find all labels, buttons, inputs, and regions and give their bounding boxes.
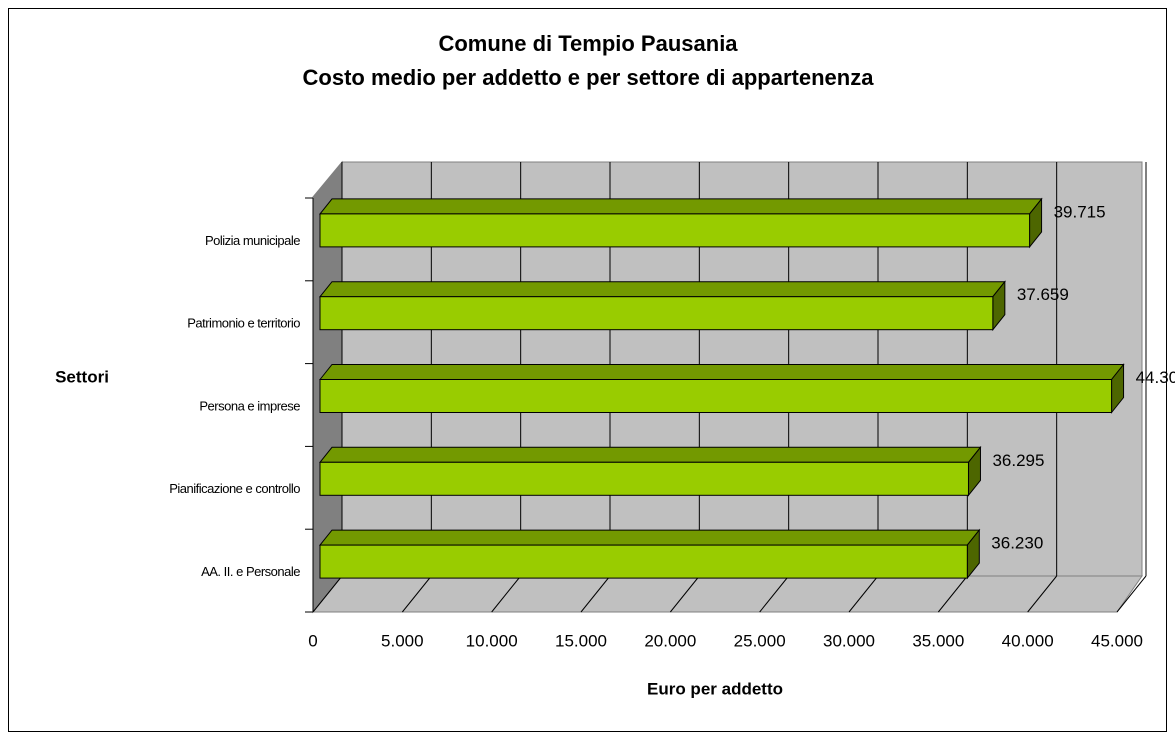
- bar: [319, 296, 994, 331]
- x-tick-label: 40.000: [1002, 631, 1054, 650]
- floor-grid-line: [669, 575, 700, 613]
- y-tick-label: Polizia municipale: [205, 233, 300, 248]
- value-label: 36.230: [991, 534, 1043, 553]
- bar-top: [318, 281, 1006, 298]
- x-tick-label: 45.000: [1091, 631, 1143, 650]
- x-tick-label: 35.000: [912, 631, 964, 650]
- chart-title: Costo medio per addetto e per settore di…: [303, 65, 875, 90]
- x-tick-label: 0: [308, 631, 317, 650]
- x-tick-label: 5.000: [381, 631, 424, 650]
- y-axis-label: Settori: [55, 367, 109, 386]
- floor: [311, 575, 1143, 613]
- x-tick-label: 20.000: [644, 631, 696, 650]
- y-tick-label: Patrimonio e territorio: [187, 316, 300, 331]
- bar: [319, 379, 1113, 413]
- bar-top: [318, 529, 981, 546]
- x-tick-label: 25.000: [734, 631, 786, 650]
- x-tick-label: 15.000: [555, 631, 607, 650]
- x-tick-label: 30.000: [823, 631, 875, 650]
- value-label: 39.715: [1054, 202, 1106, 221]
- floor-grid-line: [848, 575, 879, 613]
- y-tick-label: Pianificazione e controllo: [169, 481, 300, 496]
- y-tick-label: Persona e imprese: [199, 398, 300, 413]
- bar: [319, 544, 968, 579]
- value-label: 37.659: [1017, 285, 1069, 304]
- bar-top: [318, 364, 1125, 380]
- floor-grid-line: [401, 575, 432, 613]
- floor-grid-line: [312, 575, 343, 613]
- floor-grid-line: [491, 575, 522, 613]
- bar-top: [318, 446, 982, 463]
- chart-title: Comune di Tempio Pausania: [438, 31, 738, 56]
- bar: [319, 213, 1031, 248]
- value-label: 36.295: [992, 451, 1044, 470]
- floor-grid-line: [759, 575, 790, 613]
- bar: [319, 461, 969, 496]
- x-tick-label: 10.000: [466, 631, 518, 650]
- floor-grid-line: [1116, 575, 1147, 613]
- y-tick-label: AA. II. e Personale: [201, 564, 300, 579]
- floor-grid-line: [937, 575, 968, 613]
- floor-grid-line: [1027, 575, 1058, 613]
- bar-top: [318, 198, 1043, 215]
- floor-grid-line: [580, 575, 611, 613]
- value-label: 44.304: [1136, 368, 1175, 387]
- x-axis-label: Euro per addetto: [647, 679, 783, 698]
